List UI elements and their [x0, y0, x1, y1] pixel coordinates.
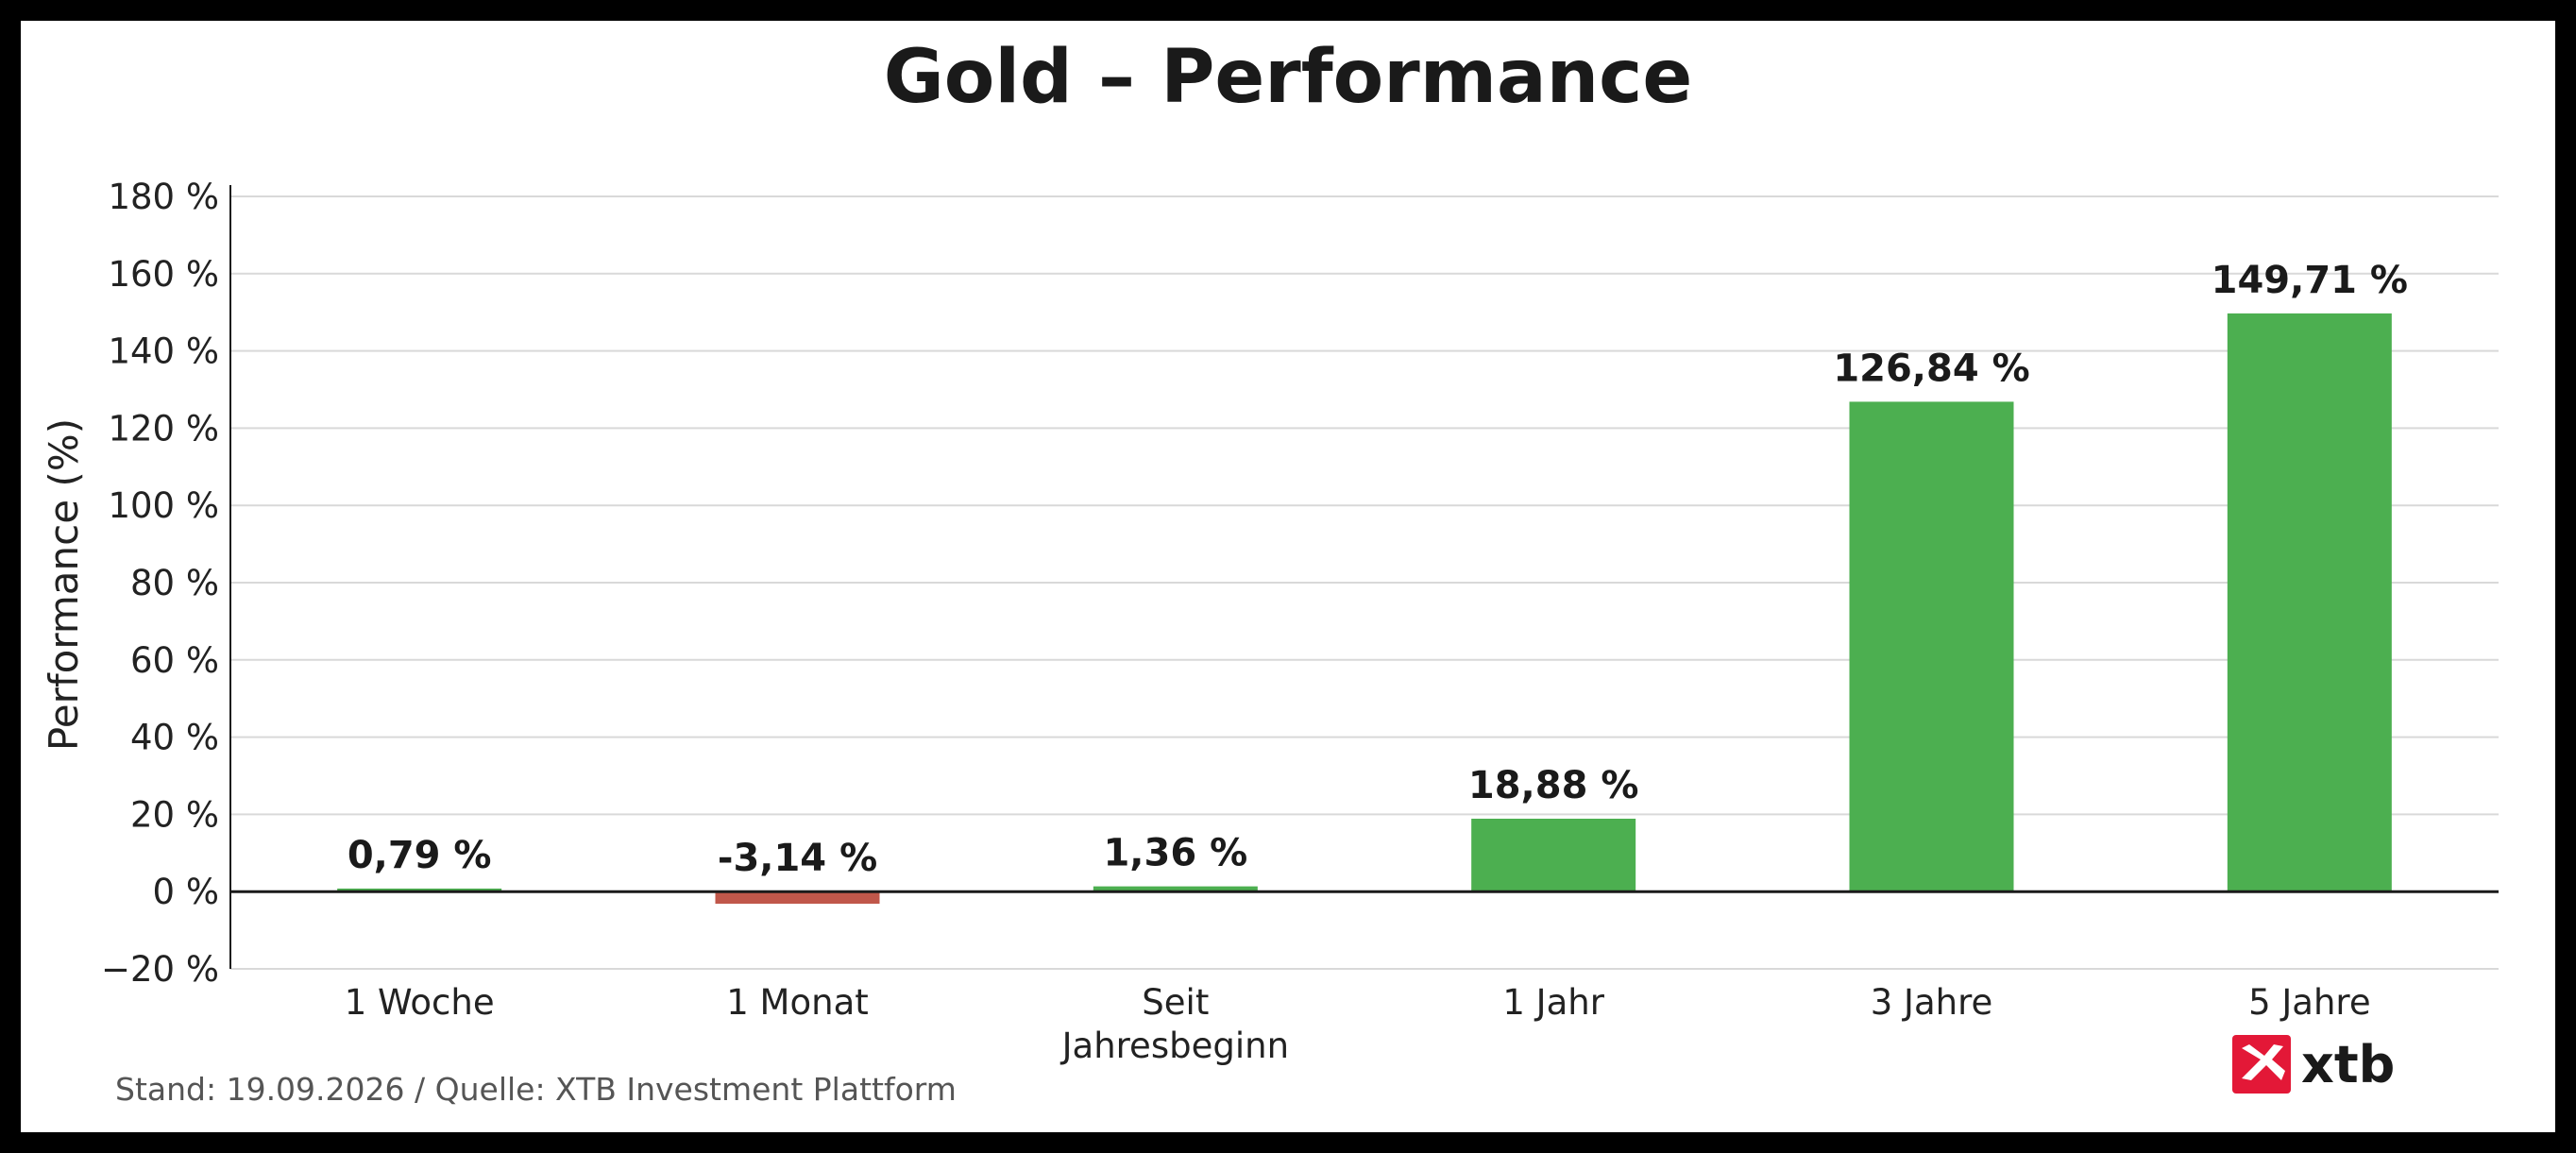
y-tick-label: 20 %	[130, 794, 219, 835]
bar	[1849, 401, 2014, 892]
y-tick-label: 160 %	[108, 254, 219, 295]
x-category-label: 5 Jahre	[2248, 982, 2371, 1023]
bar	[1093, 886, 1258, 892]
y-tick-label: 60 %	[130, 640, 219, 681]
data-label: 1,36 %	[1103, 832, 1247, 875]
xtb-logo: xtb	[2232, 1035, 2395, 1094]
xtb-logo-text: xtb	[2301, 1035, 2395, 1094]
y-tick-label: 180 %	[108, 177, 219, 217]
xtb-logo-x-icon	[2242, 1044, 2285, 1080]
bar	[337, 888, 502, 892]
source-footer: Stand: 19.09.2026 / Quelle: XTB Investme…	[115, 1071, 957, 1108]
data-label: 18,88 %	[1468, 764, 1639, 807]
y-tick-label: 80 %	[130, 563, 219, 603]
x-category-label: 3 Jahre	[1871, 982, 1993, 1023]
x-category-label: Jahresbeginn	[1060, 1026, 1289, 1066]
y-axis-label: Performance (%)	[41, 418, 87, 751]
bar-chart: Gold – Performance Performance (%) −20 %…	[41, 35, 2499, 1108]
data-label: 0,79 %	[347, 834, 492, 877]
x-category-label: 1 Jahr	[1502, 982, 1604, 1023]
data-label: 126,84 %	[1833, 347, 2029, 390]
bar	[1471, 818, 1636, 892]
x-category-label: Seit	[1142, 982, 1209, 1023]
grid-lines	[230, 195, 2499, 970]
y-tick-label: 100 %	[108, 485, 219, 526]
y-tick-label: −20 %	[101, 949, 219, 990]
data-label: -3,14 %	[718, 837, 877, 880]
axes	[229, 185, 2499, 969]
y-tick-label: 40 %	[130, 718, 219, 758]
x-category-label: 1 Woche	[345, 982, 495, 1023]
data-labels: 0,79 % -3,14 % 1,36 % 18,88 % 126,84 % 149,71…	[347, 259, 2408, 880]
bars	[337, 313, 2392, 905]
y-tick-label: 140 %	[108, 331, 219, 372]
y-tick-label: 120 %	[108, 408, 219, 449]
data-label: 149,71 %	[2212, 259, 2408, 302]
y-axis-ticks: −20 % 0 % 20 % 40 % 60 % 80 % 100 % 120 % 140 % 1…	[101, 177, 219, 990]
bar	[2227, 313, 2392, 892]
x-category-label: 1 Monat	[726, 982, 869, 1023]
chart-frame: Gold – Performance Performance (%) −20 %…	[21, 21, 2555, 1132]
y-tick-label: 0 %	[153, 872, 219, 912]
bar	[715, 891, 880, 905]
chart-title: Gold – Performance	[884, 35, 1693, 120]
